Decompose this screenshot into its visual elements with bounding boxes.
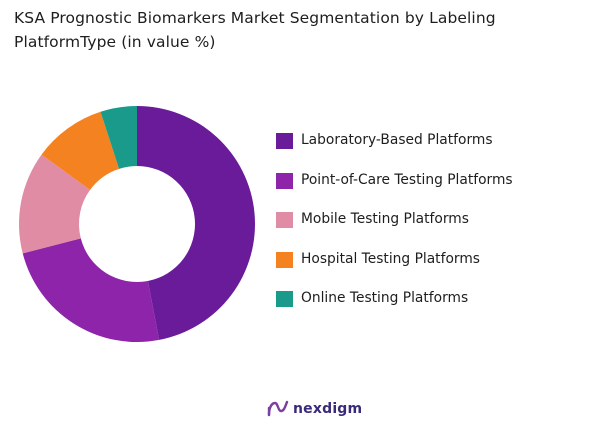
donut-slice-mobile-testing	[19, 154, 91, 254]
legend-swatch	[276, 212, 293, 228]
legend-label: Online Testing Platforms	[301, 290, 469, 306]
legend-swatch	[276, 251, 293, 268]
brand-name: nexdigm	[293, 401, 363, 417]
legend-label: Hospital Testing Platforms	[301, 250, 480, 267]
donut-slice-hospital-testing	[41, 111, 120, 190]
legend-item-hospital-testing: Hospital Testing Platforms	[276, 249, 586, 275]
legend-label: Laboratory-Based Platforms	[301, 132, 493, 148]
legend-item-laboratory-based: Laboratory-Based Platforms	[276, 130, 586, 156]
legend-item-point-of-care: Point-of-Care Testing Platforms	[276, 170, 586, 196]
chart-legend: Laboratory-Based Platforms Point-of-Care…	[276, 130, 586, 328]
nexdigm-logo-icon	[267, 400, 289, 417]
legend-item-mobile-testing: Mobile Testing Platforms	[276, 209, 586, 235]
legend-label: Point-of-Care Testing Platforms	[301, 171, 513, 188]
legend-swatch	[276, 172, 293, 189]
chart-title: KSA Prognostic Biomarkers Market Segment…	[14, 9, 496, 51]
legend-swatch	[276, 133, 293, 149]
donut-slice-online-testing	[100, 106, 137, 169]
donut-slice-point-of-care	[22, 238, 160, 342]
donut-slices	[19, 106, 255, 342]
brand-logo: nexdigm	[267, 396, 362, 422]
legend-swatch	[276, 291, 293, 307]
legend-item-online-testing: Online Testing Platforms	[276, 288, 586, 314]
legend-label: Mobile Testing Platforms	[301, 211, 469, 227]
donut-slice-laboratory-based	[137, 106, 255, 340]
